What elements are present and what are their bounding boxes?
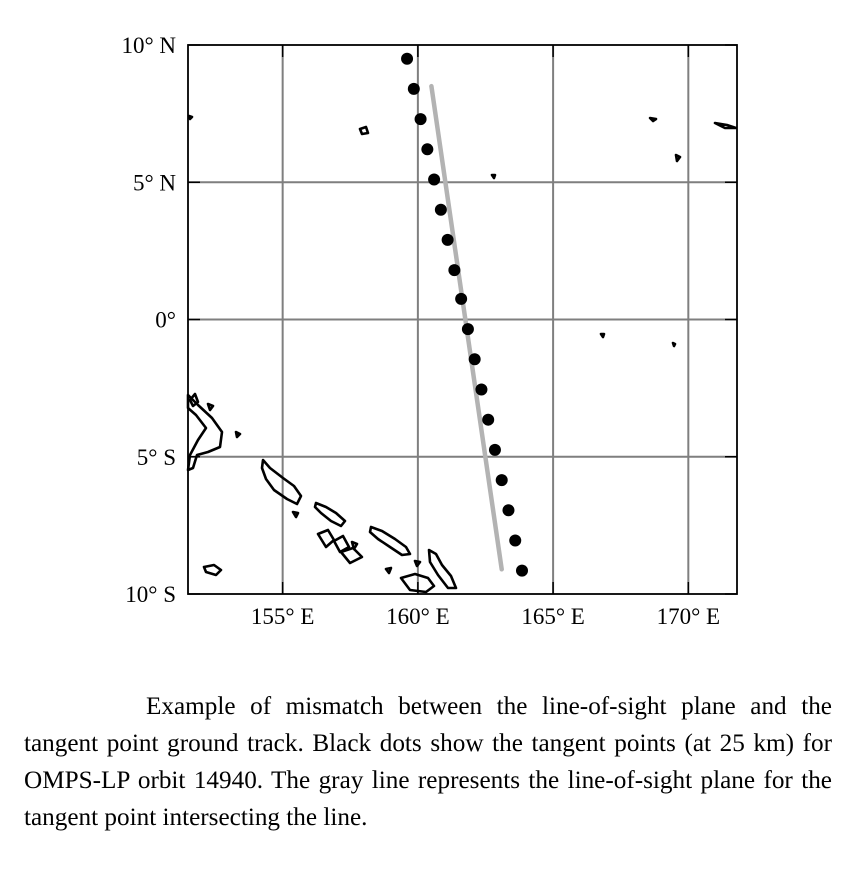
tangent-point [468, 353, 481, 366]
coastline-islet [350, 540, 359, 551]
coastline-atoll [490, 173, 497, 180]
tangent-point [428, 173, 441, 186]
lat-tick-label: 10° S [125, 582, 176, 607]
tangent-point [448, 264, 461, 277]
tangent-point [502, 504, 515, 517]
tangent-point [488, 443, 501, 456]
tangent-point [441, 233, 454, 246]
coastline-islet [413, 559, 422, 568]
coastline-shortland [202, 563, 223, 577]
coastline-buka [188, 392, 200, 408]
map-frame [187, 44, 738, 595]
coastline-atoll [187, 114, 194, 121]
coastline-new-georgia [316, 528, 336, 549]
coastline-new-georgia [332, 534, 351, 554]
coastline-islet [206, 402, 215, 412]
lat-tick-label: 5° S [137, 445, 176, 470]
lon-tick-label: 155° E [251, 604, 315, 629]
tangent-point [515, 564, 528, 577]
coastline-atoll [599, 332, 606, 339]
tangent-point [407, 82, 420, 95]
lon-tick-label: 160° E [386, 604, 450, 629]
tangent-point [461, 323, 474, 336]
coastline-atoll [713, 121, 738, 130]
coastline-bougainville [186, 393, 224, 472]
lat-tick-label: 5° N [133, 170, 176, 195]
coastlines [186, 114, 738, 594]
coastline-malaita [368, 525, 412, 557]
tangent-point [475, 383, 488, 396]
lon-tick-label: 165° E [521, 604, 585, 629]
coastline-atoll [648, 116, 658, 123]
tangent-points [401, 52, 528, 577]
coastline-santa-isabel [313, 501, 347, 528]
tangent-point [414, 113, 427, 126]
lat-tick-label: 10° N [121, 33, 176, 58]
coastline-atoll [358, 125, 370, 136]
coastline-choiseul [260, 458, 303, 506]
coastline-new-georgia [339, 546, 364, 565]
coastline-islet [234, 430, 242, 439]
coastline-san-cristobal [427, 548, 458, 590]
tangent-point [401, 52, 414, 65]
map-figure: 155° E 160° E 165° E 170° E 10° N 5° N 0° 5° S 1… [121, 33, 738, 629]
tangent-point [509, 534, 522, 547]
tangent-point [482, 413, 495, 426]
coastline-atoll [674, 153, 682, 163]
tangent-point [495, 474, 508, 487]
lon-tick-label: 170° E [657, 604, 721, 629]
coastline-islet [291, 510, 300, 519]
coastline-islet [384, 566, 393, 575]
tangent-point [434, 203, 447, 216]
axis-labels: 155° E 160° E 165° E 170° E 10° N 5° N 0° 5° S 1… [121, 33, 720, 629]
tangent-point [421, 143, 434, 156]
figure-caption: Example of mismatch between the line-of-… [24, 693, 832, 831]
lat-tick-label: 0° [155, 308, 176, 333]
tangent-point [455, 292, 468, 305]
graticule [188, 44, 737, 595]
coastline-guadalcanal [399, 572, 436, 594]
coastline-atoll [671, 341, 677, 348]
